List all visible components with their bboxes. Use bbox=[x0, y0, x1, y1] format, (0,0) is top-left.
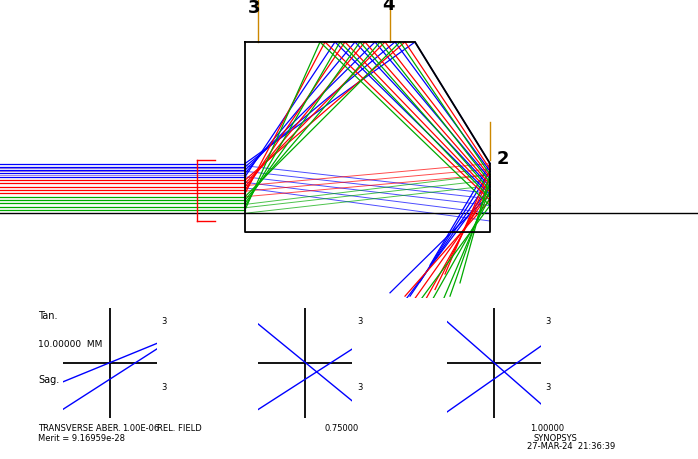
Text: 1.00E-06: 1.00E-06 bbox=[122, 424, 159, 432]
Text: REL. FIELD: REL. FIELD bbox=[157, 424, 202, 432]
Text: 2: 2 bbox=[497, 150, 510, 168]
Text: 3: 3 bbox=[162, 383, 167, 392]
Text: 10.00000  MM: 10.00000 MM bbox=[38, 340, 103, 348]
Text: 3: 3 bbox=[248, 0, 260, 17]
Text: TRANSVERSE ABER.: TRANSVERSE ABER. bbox=[38, 424, 121, 432]
Text: 3: 3 bbox=[162, 317, 167, 326]
Text: Merit = 9.16959e-28: Merit = 9.16959e-28 bbox=[38, 434, 126, 442]
Text: 3: 3 bbox=[357, 317, 362, 326]
Text: 3: 3 bbox=[546, 317, 551, 326]
Text: 27-MAR-24  21:36:39: 27-MAR-24 21:36:39 bbox=[527, 442, 615, 451]
Text: Sag.: Sag. bbox=[38, 375, 59, 385]
Text: 4: 4 bbox=[382, 0, 394, 14]
Text: 3: 3 bbox=[357, 383, 362, 392]
Text: SYNOPSYS: SYNOPSYS bbox=[534, 434, 578, 442]
Text: 1.00000: 1.00000 bbox=[530, 424, 565, 432]
Text: 0.75000: 0.75000 bbox=[325, 424, 359, 432]
Text: 3: 3 bbox=[546, 383, 551, 392]
Text: Tan.: Tan. bbox=[38, 311, 58, 321]
